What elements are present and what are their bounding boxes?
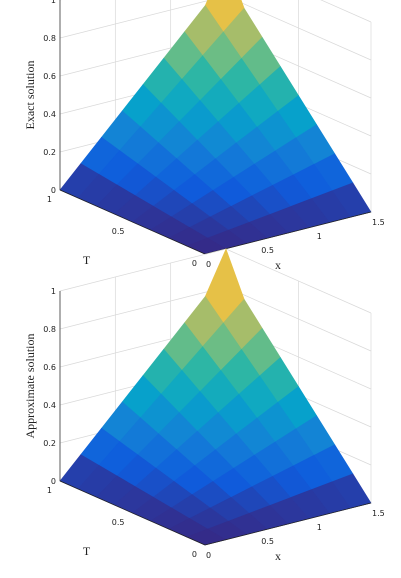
z-tick-label: 0.4 (43, 401, 56, 410)
x-axis-label: x (275, 549, 281, 563)
surface (59, 248, 372, 546)
x-tick-label: 1 (317, 232, 322, 241)
z-tick-label: 0.8 (43, 325, 56, 334)
t-tick-label: 0 (192, 259, 197, 268)
z-tick-label: 0.6 (43, 363, 56, 372)
wall-grid-line (59, 248, 227, 292)
axis-line (59, 189, 206, 255)
wall-grid-line (225, 248, 372, 314)
t-tick-label: 0.5 (112, 227, 125, 236)
z-tick-label: 1 (51, 0, 56, 5)
axis-line (204, 211, 372, 255)
z-tick-label: 0 (51, 186, 56, 195)
wall-grid-line (59, 0, 212, 39)
axis-line (204, 502, 372, 546)
x-tick-label: 1 (317, 523, 322, 532)
z-tick-label: 0.2 (43, 148, 56, 157)
t-tick-label: 1 (47, 195, 52, 204)
t-tick-label: 0 (192, 550, 197, 559)
z-tick-label: 0.8 (43, 34, 56, 43)
x-tick-label: 0 (206, 260, 211, 269)
z-tick-label: 0.2 (43, 439, 56, 448)
x-tick-label: 0.5 (261, 246, 274, 255)
approximate-solution-plot: 0 0.2 0.4 0.6 0.8 1 0 0.5 1 0 0.5 1 1.5 … (23, 248, 385, 563)
t-tick-label: 0.5 (112, 518, 125, 527)
z-axis-label: Exact solution (23, 61, 37, 130)
t-axis-label: T (83, 253, 91, 267)
axes-box (59, 291, 372, 546)
wall-grid-line (59, 286, 227, 330)
wall-grid-line (234, 0, 372, 61)
x-tick-label: 0 (206, 551, 211, 560)
t-tick-label: 1 (47, 486, 52, 495)
x-axis-label: x (275, 258, 281, 272)
x-tick-label: 1.5 (372, 509, 385, 518)
z-tick-label: 0 (51, 477, 56, 486)
z-axis-label: Approximate solution (23, 334, 37, 439)
exact-solution-plot: 0 0.2 0.4 0.6 0.8 1 0 0.5 1 0 0.5 1 1.5 … (23, 0, 385, 272)
wall-grid-line (225, 286, 372, 352)
axis-line (59, 480, 206, 546)
surface (59, 0, 372, 255)
x-tick-label: 1.5 (372, 218, 385, 227)
z-tick-label: 1 (51, 287, 56, 296)
t-axis-label: T (83, 544, 91, 558)
x-tick-label: 0.5 (261, 537, 274, 546)
axes-box (59, 0, 372, 255)
z-tick-label: 0.4 (43, 110, 56, 119)
wall-grid-line (320, 0, 372, 23)
z-tick-label: 0.6 (43, 72, 56, 81)
